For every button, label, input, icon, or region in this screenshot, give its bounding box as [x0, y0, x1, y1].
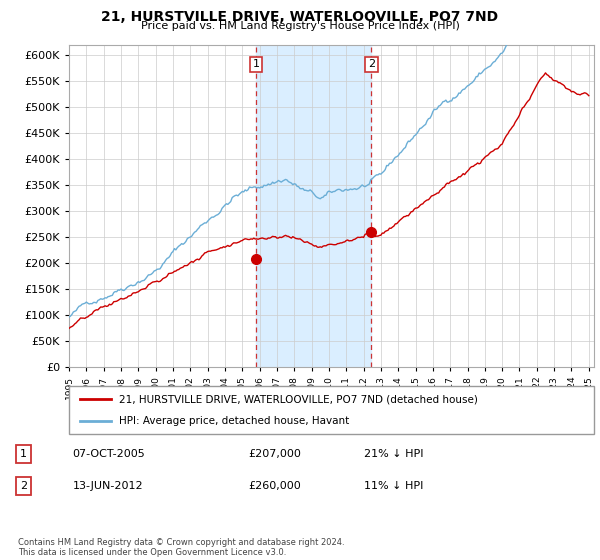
Text: 1: 1	[20, 449, 27, 459]
Text: Contains HM Land Registry data © Crown copyright and database right 2024.
This d: Contains HM Land Registry data © Crown c…	[18, 538, 344, 557]
Text: 07-OCT-2005: 07-OCT-2005	[73, 449, 145, 459]
Bar	[256, 45, 371, 367]
Text: 21, HURSTVILLE DRIVE, WATERLOOVILLE, PO7 7ND (detached house): 21, HURSTVILLE DRIVE, WATERLOOVILLE, PO7…	[119, 394, 478, 404]
Text: 13-JUN-2012: 13-JUN-2012	[73, 481, 143, 491]
Text: 1: 1	[253, 59, 260, 69]
Text: 21, HURSTVILLE DRIVE, WATERLOOVILLE, PO7 7ND: 21, HURSTVILLE DRIVE, WATERLOOVILLE, PO7…	[101, 10, 499, 24]
Text: £207,000: £207,000	[248, 449, 301, 459]
Text: HPI: Average price, detached house, Havant: HPI: Average price, detached house, Hava…	[119, 416, 349, 426]
Text: 2: 2	[20, 481, 28, 491]
Text: £260,000: £260,000	[248, 481, 301, 491]
Text: Price paid vs. HM Land Registry's House Price Index (HPI): Price paid vs. HM Land Registry's House …	[140, 21, 460, 31]
Text: 2: 2	[368, 59, 375, 69]
Text: 11% ↓ HPI: 11% ↓ HPI	[364, 481, 423, 491]
FancyBboxPatch shape	[69, 386, 594, 434]
Text: 21% ↓ HPI: 21% ↓ HPI	[364, 449, 423, 459]
